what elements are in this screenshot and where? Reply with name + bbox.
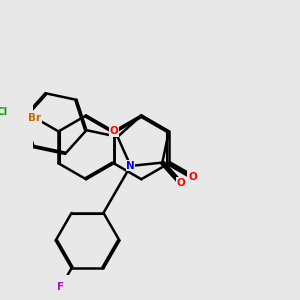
Text: O: O <box>188 172 197 182</box>
Text: O: O <box>176 178 185 188</box>
Text: N: N <box>126 161 135 171</box>
Text: F: F <box>57 282 64 292</box>
Text: Br: Br <box>28 113 42 123</box>
Text: Cl: Cl <box>0 107 8 117</box>
Text: O: O <box>109 126 118 136</box>
